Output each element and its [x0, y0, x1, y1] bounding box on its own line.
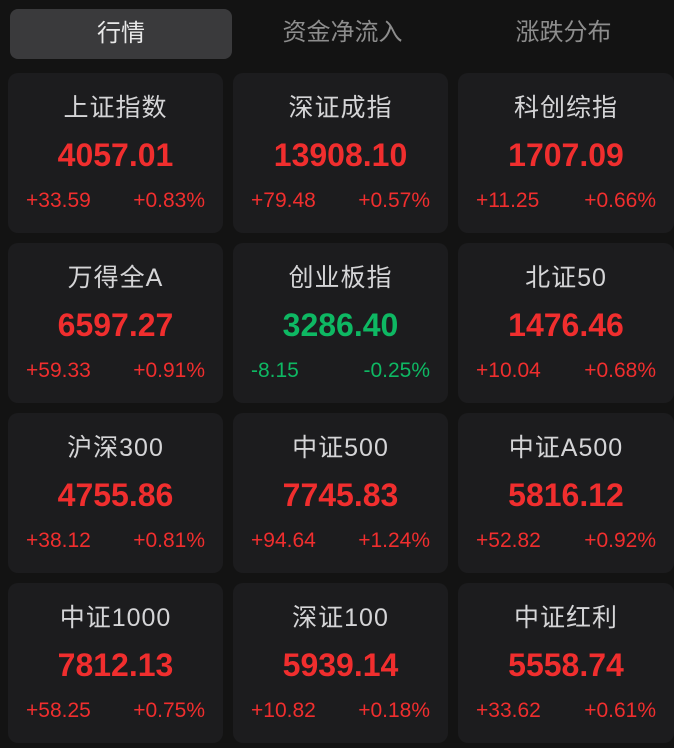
index-card[interactable]: 创业板指 3286.40 -8.15 -0.25%	[233, 243, 448, 403]
index-value: 3286.40	[282, 307, 399, 343]
index-name: 中证1000	[59, 604, 172, 632]
index-change: +52.82	[476, 529, 541, 552]
index-change-row: +52.82 +0.92%	[458, 529, 674, 553]
index-change: +10.82	[251, 699, 316, 722]
tab-advance-decline-distribution[interactable]: 涨跌分布	[515, 18, 612, 46]
index-card[interactable]: 沪深300 4755.86 +38.12 +0.81%	[8, 413, 223, 573]
index-name: 中证红利	[513, 604, 618, 632]
index-card[interactable]: 深证100 5939.14 +10.82 +0.18%	[233, 583, 448, 743]
index-change: +33.62	[476, 699, 541, 722]
index-name: 中证500	[292, 434, 389, 462]
index-change-row: +10.82 +0.18%	[233, 699, 448, 723]
index-value: 5558.74	[508, 647, 624, 683]
index-change: +11.25	[476, 189, 540, 212]
index-card[interactable]: 中证红利 5558.74 +33.62 +0.61%	[458, 583, 674, 743]
index-change-row: -8.15 -0.25%	[233, 359, 448, 383]
index-change-pct: +0.18%	[358, 699, 430, 722]
index-change-pct: +0.66%	[584, 189, 656, 212]
index-card[interactable]: 科创综指 1707.09 +11.25 +0.66%	[458, 73, 674, 233]
index-change-pct: +1.24%	[358, 529, 430, 552]
index-change-row: +94.64 +1.24%	[233, 529, 448, 553]
index-value: 7745.83	[282, 477, 399, 513]
index-change: +59.33	[26, 359, 91, 382]
index-change-row: +11.25 +0.66%	[458, 189, 674, 213]
index-value: 6597.27	[57, 307, 174, 343]
index-change-pct: +0.81%	[133, 529, 205, 552]
index-change: +38.12	[26, 529, 91, 552]
index-value: 5816.12	[508, 477, 624, 513]
tab-net-capital-inflow[interactable]: 资金净流入	[282, 18, 403, 46]
index-card[interactable]: 中证1000 7812.13 +58.25 +0.75%	[8, 583, 223, 743]
index-change-row: +58.25 +0.75%	[8, 699, 223, 723]
index-card[interactable]: 中证A500 5816.12 +52.82 +0.92%	[458, 413, 674, 573]
index-value: 1707.09	[508, 137, 624, 173]
index-change: +33.59	[26, 189, 91, 212]
index-value: 1476.46	[508, 307, 624, 343]
index-name: 深证100	[292, 604, 389, 632]
index-card[interactable]: 万得全A 6597.27 +59.33 +0.91%	[8, 243, 223, 403]
index-name: 万得全A	[67, 264, 164, 292]
index-name: 科创综指	[513, 94, 618, 122]
index-card-grid: 上证指数 4057.01 +33.59 +0.83% 深证成指 13908.10…	[8, 73, 674, 743]
index-change-row: +79.48 +0.57%	[233, 189, 448, 213]
index-change: +79.48	[251, 189, 316, 212]
index-name: 中证A500	[508, 434, 624, 462]
index-change-row: +59.33 +0.91%	[8, 359, 223, 383]
index-change-pct: +0.83%	[133, 189, 205, 212]
tab-quotes[interactable]: 行情	[10, 8, 232, 59]
index-name: 沪深300	[67, 434, 164, 462]
index-change: +10.04	[476, 359, 541, 382]
tab-bar: 行情 资金净流入 涨跌分布	[0, 0, 674, 65]
index-change-pct: +0.75%	[133, 699, 205, 722]
index-change-pct: +0.91%	[133, 359, 205, 382]
index-card[interactable]: 上证指数 4057.01 +33.59 +0.83%	[8, 73, 223, 233]
index-name: 创业板指	[288, 264, 393, 292]
index-change-pct: +0.68%	[584, 359, 656, 382]
index-change-pct: +0.57%	[358, 189, 430, 212]
index-change-pct: +0.61%	[584, 699, 656, 722]
index-change-row: +10.04 +0.68%	[458, 359, 674, 383]
index-change-row: +38.12 +0.81%	[8, 529, 223, 553]
index-value: 4755.86	[57, 477, 174, 513]
index-change-pct: -0.25%	[363, 359, 430, 382]
index-change: -8.15	[251, 359, 299, 382]
index-value: 4057.01	[57, 137, 174, 173]
index-change-row: +33.59 +0.83%	[8, 189, 223, 213]
index-card[interactable]: 深证成指 13908.10 +79.48 +0.57%	[233, 73, 448, 233]
index-value: 13908.10	[273, 137, 408, 173]
index-change: +58.25	[26, 699, 91, 722]
index-change-row: +33.62 +0.61%	[458, 699, 674, 723]
index-name: 深证成指	[288, 94, 393, 122]
index-name: 北证50	[525, 264, 607, 292]
index-name: 上证指数	[63, 94, 168, 122]
index-change: +94.64	[251, 529, 316, 552]
index-value: 5939.14	[282, 647, 399, 683]
index-value: 7812.13	[57, 647, 174, 683]
index-change-pct: +0.92%	[584, 529, 656, 552]
index-card[interactable]: 北证50 1476.46 +10.04 +0.68%	[458, 243, 674, 403]
index-card[interactable]: 中证500 7745.83 +94.64 +1.24%	[233, 413, 448, 573]
